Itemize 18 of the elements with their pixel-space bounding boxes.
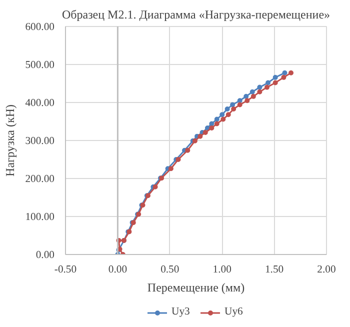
x-tick-label: -0.50 [54,264,77,276]
x-tick-label: 0.50 [160,264,180,276]
y-tick-label: 400.00 [25,98,55,109]
x-tick-label: 0.00 [108,264,128,276]
y-tick-label: 600.00 [25,22,55,33]
x-axis-title: Перемещение (мм) [147,280,245,294]
x-tick-label: 1.00 [212,264,232,276]
y-tick-label: 100.00 [25,212,55,223]
legend-label: Uy3 [172,306,191,318]
legend-label: Uy6 [224,306,244,318]
y-axis-title: Нагрузка (кН) [3,104,18,176]
y-tick-label: 0.00 [36,250,55,261]
y-tick-label: 200.00 [25,174,55,185]
y-tick-label: 500.00 [25,60,55,71]
y-tick-label: 300.00 [25,136,55,147]
x-tick-label: 2.00 [317,264,336,276]
x-tick-label: 1.50 [264,264,284,276]
chart-title: Образец М2.1. Диаграмма «Нагрузка-перемещение» [62,8,330,22]
